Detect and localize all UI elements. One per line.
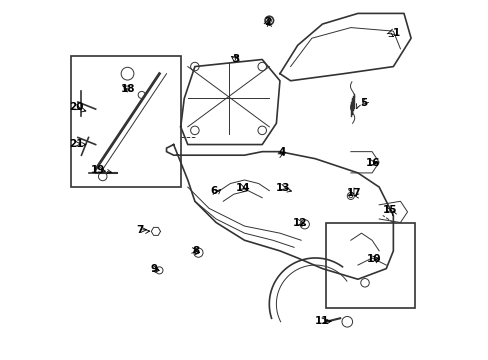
Text: 21: 21	[69, 139, 83, 149]
Text: 13: 13	[276, 183, 290, 193]
Text: 15: 15	[382, 205, 396, 215]
Text: 19: 19	[91, 165, 105, 175]
Text: 3: 3	[231, 54, 239, 64]
Text: 6: 6	[210, 186, 218, 196]
Bar	[71, 56, 181, 187]
Text: 8: 8	[192, 246, 199, 256]
Text: 18: 18	[121, 84, 135, 94]
Text: 11: 11	[315, 316, 329, 326]
Text: 2: 2	[264, 17, 271, 27]
Text: 5: 5	[360, 98, 367, 108]
Text: 7: 7	[136, 225, 143, 235]
Text: 1: 1	[392, 28, 400, 38]
Text: 4: 4	[278, 147, 285, 157]
Text: 17: 17	[346, 189, 360, 198]
Text: 9: 9	[150, 264, 157, 274]
Bar	[325, 222, 414, 307]
Text: 14: 14	[235, 183, 249, 193]
Text: 16: 16	[365, 158, 379, 168]
Text: 20: 20	[69, 102, 83, 112]
Text: 10: 10	[366, 254, 380, 264]
Text: 12: 12	[292, 217, 307, 228]
